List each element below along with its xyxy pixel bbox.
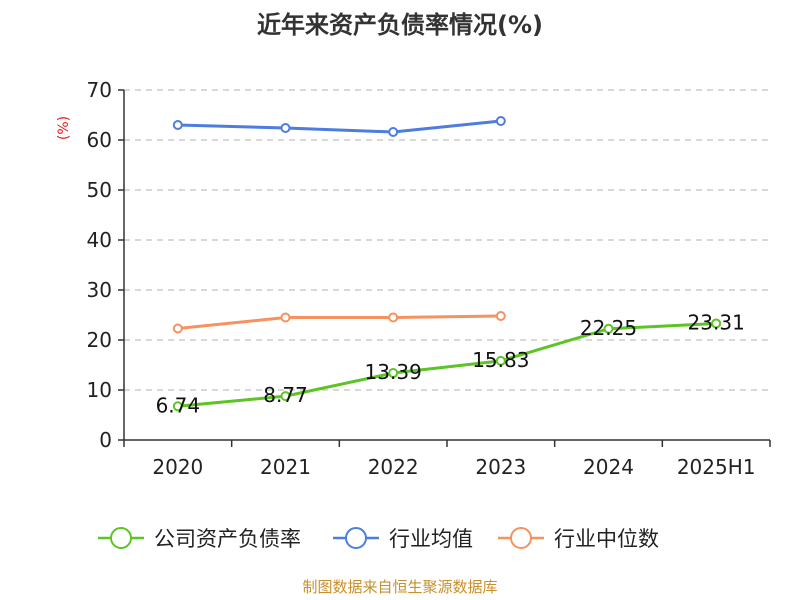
data-point: [172, 401, 183, 412]
legend: 公司资产负债率 行业均值 行业中位数: [98, 527, 659, 551]
legend-label: 行业均值: [389, 527, 473, 551]
data-point: [280, 123, 291, 133]
data-point: [495, 355, 506, 366]
y-tick-label: 0: [99, 428, 112, 452]
legend-label: 行业中位数: [554, 527, 659, 551]
y-tick-label: 60: [87, 128, 112, 152]
x-tick-label: 2025H1: [677, 455, 756, 479]
y-tick-label: 40: [87, 228, 112, 252]
data-point: [172, 323, 183, 334]
data-label: 23.31: [688, 310, 745, 334]
x-tick-label: 2020: [152, 455, 203, 479]
data-label: 8.77: [263, 383, 308, 407]
gridlines: [124, 89, 770, 391]
data-labels: 6.74 8.77 13.39 15.83 22.25 23.31: [156, 310, 745, 417]
data-point: [388, 127, 399, 137]
series-layer: [172, 116, 722, 412]
legend-marker: [510, 527, 532, 549]
data-point: [388, 312, 399, 323]
legend-marker: [345, 527, 367, 549]
series-line-0: [177, 321, 717, 408]
y-axis-label: (%): [56, 116, 72, 140]
series-line-1: [177, 119, 501, 134]
x-tick-label: 2023: [475, 455, 526, 479]
x-tick-label: 2024: [583, 455, 634, 479]
legend-marker: [110, 527, 132, 549]
chart-title: 近年来资产负债率情况(%): [257, 11, 543, 39]
series-line-2: [177, 314, 501, 330]
source-note: 制图数据来自恒生聚源数据库: [302, 578, 497, 596]
y-tick-label: 10: [87, 378, 112, 402]
data-point: [495, 116, 506, 126]
data-point: [388, 368, 399, 379]
data-point: [495, 311, 506, 321]
y-tick-label: 50: [87, 178, 112, 202]
data-point: [280, 312, 291, 323]
data-point: [280, 391, 291, 402]
data-point: [711, 318, 722, 329]
y-tick-label: 20: [87, 328, 112, 352]
data-label: 22.25: [580, 316, 637, 340]
legend-label: 公司资产负债率: [154, 527, 301, 551]
y-tick-label: 70: [87, 78, 112, 102]
data-point: [603, 323, 614, 334]
y-tick-label: 30: [87, 278, 112, 302]
data-label: 6.74: [156, 393, 201, 417]
data-point: [172, 120, 183, 130]
data-label: 13.39: [365, 360, 422, 384]
data-label: 15.83: [472, 348, 529, 372]
x-tick-label: 2022: [368, 455, 419, 479]
axes: 0 10 20 30 40 50 60 70 2020 2021 2022 2023 2024 2025H…: [87, 78, 771, 479]
x-tick-label: 2021: [260, 455, 311, 479]
